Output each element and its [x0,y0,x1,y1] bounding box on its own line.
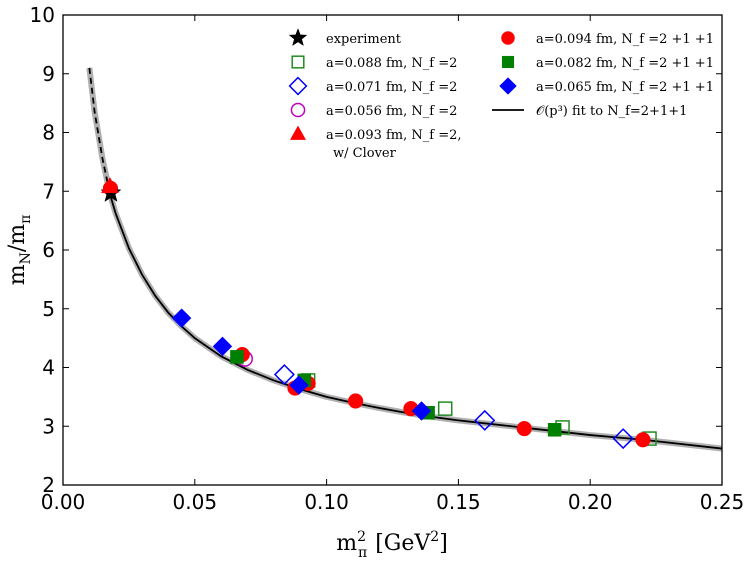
y-tick-label: 7 [42,179,55,203]
legend-marker [289,125,307,140]
data-point [612,428,634,450]
legend-marker [288,76,308,96]
legend-marker [499,77,517,95]
data-point [411,401,432,421]
x-tick-label: 0.20 [568,490,613,514]
data-point [547,423,562,437]
legend-label: a=0.094 fm, N_f =2 +1 +1 [536,32,714,47]
x-ticks: 0.00 0.05 0.10 0.15 0.20 0.25 [41,15,745,514]
legend-label: a=0.082 fm, N_f =2 +1 +1 [536,56,714,71]
y-tick-label: 3 [42,414,55,438]
data-point [171,308,192,328]
legend-label: a=0.088 fm, N_f =2 [326,56,457,71]
legend-marker [290,102,306,118]
fit-curve-extrapolation [88,67,112,197]
legend-label-line2: w/ Clover [333,146,397,161]
data-point [347,393,364,409]
y-tick-label: 8 [42,121,55,145]
y-tick-label: 9 [42,62,55,86]
x-tick-label: 0.15 [436,490,481,514]
y-tick-label: 2 [42,473,55,497]
data-point [100,177,119,194]
y-tick-label: 6 [42,238,55,262]
legend-marker [288,28,308,47]
y-tick-label: 5 [42,297,55,321]
legend-marker [291,55,305,69]
legend-label: a=0.065 fm, N_f =2 +1 +1 [536,80,714,95]
legend-fit-label: 𝒪(p³) fit to N_f=2+1+1 [536,104,687,119]
data-point [289,375,309,395]
legend-marker [501,55,515,69]
data-point [230,350,244,364]
y-ticks: 2 3 4 5 6 7 8 9 10 [30,3,722,497]
data-point [635,432,651,448]
data-point [212,336,233,357]
y-axis-label: mN/mπ [5,215,34,286]
legend-label: a=0.071 fm, N_f =2 [326,80,457,95]
data-point [474,409,496,431]
x-axis-label: m2 π [GeV2] [336,529,448,561]
legend-marker [501,31,515,45]
marks-layer [100,177,657,450]
plot-area [63,15,722,485]
legend: experiment a=0.088 fm, N_f =2 a=0.071 fm, … [288,28,714,161]
x-tick-label: 0.05 [173,490,218,514]
y-tick-label: 4 [42,356,55,380]
data-point [516,420,532,437]
x-tick-label: 0.00 [41,490,86,514]
legend-label: a=0.056 fm, N_f =2 [326,104,457,119]
legend-label: a=0.093 fm, N_f =2, [326,128,462,143]
legend-label: experiment [326,32,402,47]
x-tick-label: 0.10 [304,490,349,514]
data-point [273,364,295,386]
y-tick-label: 10 [30,3,55,27]
x-tick-label: 0.25 [700,490,745,514]
data-point [437,401,453,416]
